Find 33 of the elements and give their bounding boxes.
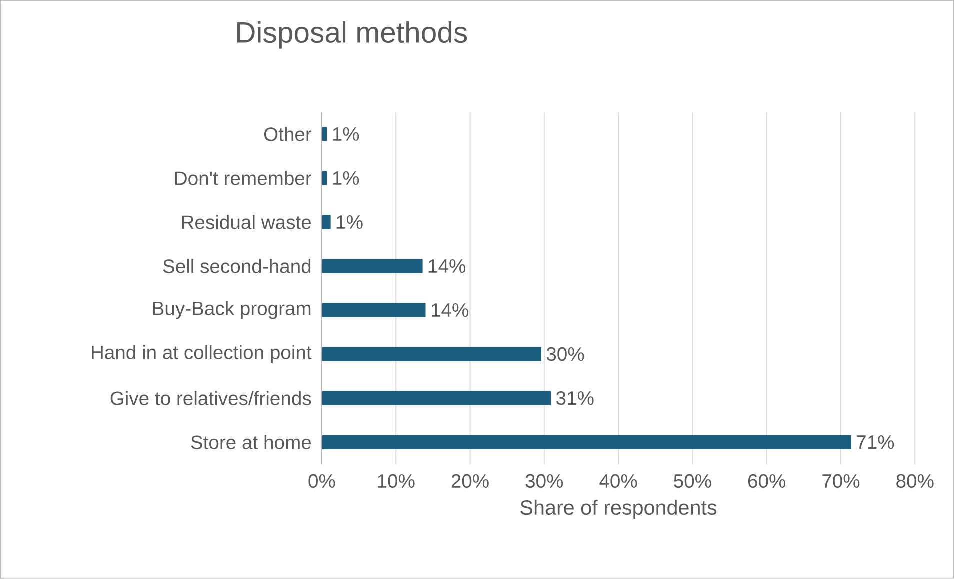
y-tick-label: Store at home bbox=[191, 435, 312, 450]
y-tick-label: Buy-Back program bbox=[153, 301, 311, 320]
x-tick-label: 20% bbox=[452, 474, 489, 488]
bar bbox=[322, 259, 423, 274]
data-label: 1% bbox=[337, 216, 363, 230]
y-tick-label: Don't remember bbox=[175, 171, 312, 186]
data-label: 14% bbox=[428, 260, 466, 274]
chart-title: Disposal methods bbox=[237, 22, 468, 49]
x-axis-title: Share of respondents bbox=[520, 500, 717, 520]
x-tick-label: 30% bbox=[526, 474, 564, 488]
x-tick-label: 50% bbox=[674, 474, 712, 488]
x-tick-label: 0% bbox=[308, 474, 336, 488]
bar bbox=[322, 303, 426, 318]
y-tick-label: Residual waste bbox=[182, 215, 311, 230]
x-tick-label: 40% bbox=[600, 474, 638, 488]
bar bbox=[322, 391, 552, 406]
data-label: 31% bbox=[556, 392, 594, 406]
x-tick-label: 70% bbox=[822, 474, 860, 488]
data-label: 1% bbox=[333, 128, 360, 142]
data-label: 1% bbox=[333, 172, 360, 186]
x-tick-label: 80% bbox=[896, 474, 934, 488]
bar bbox=[322, 435, 852, 450]
y-tick-label: Sell second-hand bbox=[163, 259, 311, 274]
x-tick-label: 10% bbox=[378, 474, 415, 488]
data-label: 30% bbox=[546, 348, 584, 362]
y-tick-label: Other bbox=[264, 127, 312, 142]
data-label: 71% bbox=[857, 436, 894, 450]
y-tick-label: Give to relatives/friends bbox=[110, 391, 312, 406]
bar bbox=[322, 215, 331, 230]
x-tick-label: 60% bbox=[748, 474, 786, 488]
y-tick-label: Hand in at collection point bbox=[92, 345, 312, 364]
bar bbox=[322, 347, 542, 362]
data-label: 14% bbox=[432, 304, 468, 318]
